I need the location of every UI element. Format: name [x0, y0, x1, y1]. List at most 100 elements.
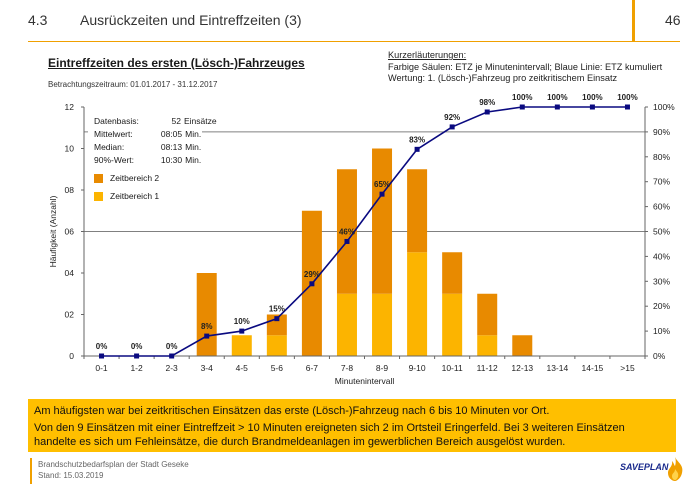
cumulative-point [379, 191, 385, 197]
cumulative-point [169, 353, 175, 359]
cumulative-label: 0% [96, 342, 108, 351]
cumulative-label: 15% [269, 305, 285, 314]
cumulative-label: 10% [234, 317, 250, 326]
y-axis-label: Häufigkeit (Anzahl) [48, 195, 58, 267]
bar-zeitbereich-2 [336, 169, 357, 294]
cumulative-point [519, 104, 525, 110]
bar-zeitbereich-1 [407, 252, 428, 356]
summary-line-2: Von den 9 Einsätzen mit einer Eintreffze… [34, 422, 625, 448]
cumulative-label: 98% [479, 98, 495, 107]
x-tick-label: 14-15 [582, 363, 604, 373]
legend-swatch [94, 192, 103, 201]
cumulative-label: 65% [374, 180, 390, 189]
x-tick-label: 5-6 [271, 363, 284, 373]
notes-line: Farbige Säulen: ETZ je Minutenintervall;… [388, 61, 663, 72]
x-axis-label: Minutenintervall [335, 376, 395, 386]
cumulative-point [239, 328, 245, 334]
info-row-90-wert: 90%-Wert: 10:30 Min. [94, 155, 202, 165]
section-title: Ausrückzeiten und Eintreffzeiten (3) [80, 12, 302, 28]
y2-tick-label: 60% [653, 202, 670, 212]
x-tick-label: 9-10 [409, 363, 426, 373]
summary-box: Am häufigsten war bei zeitkritischen Ein… [28, 399, 676, 452]
x-tick-label: 6-7 [306, 363, 319, 373]
cumulative-point [624, 104, 630, 110]
x-tick-label: 0-1 [95, 363, 108, 373]
x-tick-label: 1-2 [130, 363, 143, 373]
cumulative-label: 83% [409, 135, 425, 144]
legend-swatch [94, 174, 103, 183]
x-tick-label: 7-8 [341, 363, 354, 373]
y-tick-label: 04 [65, 268, 75, 278]
y-tick-label: 12 [65, 102, 75, 112]
bar-zeitbereich-1 [477, 335, 498, 356]
cumulative-point [414, 146, 420, 152]
bar-zeitbereich-2 [407, 169, 428, 253]
chart: 0 02 04 06 08 10 12 0% 10% 20% 30% 40% 50% 60% 70% 80% 9… [48, 93, 675, 386]
cumulative-label: 100% [512, 93, 532, 102]
y-tick-label: 10 [65, 144, 75, 154]
cumulative-point [589, 104, 595, 110]
x-tick-label: 11-12 [477, 363, 498, 373]
cumulative-line [101, 106, 628, 357]
flame-icon [668, 457, 683, 481]
legend-item-zeitbereich-1: Zeitbereich 1 [88, 190, 202, 203]
cumulative-label: 0% [131, 342, 143, 351]
cumulative-label: 100% [582, 93, 602, 102]
bar-zeitbereich-1 [231, 335, 252, 356]
info-box: Datenbasis: 52 Einsätze Mittelwert: 08:05 Mi… [88, 112, 217, 208]
summary-line-1: Am häufigsten war bei zeitkritischen Ein… [34, 405, 550, 417]
cumulative-label: 8% [201, 322, 213, 331]
cumulative-point [344, 238, 350, 244]
cumulative-label: 100% [547, 93, 567, 102]
cumulative-point [99, 353, 105, 359]
y-tick-label: 02 [65, 310, 75, 320]
cumulative-point [484, 109, 490, 115]
y2-tick-label: 40% [653, 251, 670, 261]
cumulative-label: 0% [166, 342, 178, 351]
notes-line: Wertung: 1. (Lösch-)Fahrzeug pro zeitkri… [388, 73, 618, 83]
y-tick-label: 06 [65, 227, 75, 237]
legend-item-zeitbereich-2: Zeitbereich 2 [88, 172, 202, 185]
x-tick-label: 3-4 [201, 363, 214, 373]
x-tick-label: 10-11 [442, 363, 463, 373]
x-tick-label: 12-13 [511, 363, 533, 373]
bar-zeitbereich-1 [266, 335, 287, 356]
period-label: Betrachtungszeitraum: 01.01.2017 - 31.12… [48, 80, 218, 89]
header-underline [28, 41, 680, 42]
cumulative-point [449, 124, 455, 130]
x-tick-label: 2-3 [166, 363, 179, 373]
bar-zeitbereich-2 [477, 293, 498, 336]
y2-tick-label: 80% [653, 152, 670, 162]
bar-zeitbereich-2 [442, 252, 463, 294]
header-divider [632, 0, 635, 42]
bar-zeitbereich-2 [512, 335, 533, 356]
cumulative-point [309, 281, 315, 287]
y2-tick-label: 20% [653, 301, 670, 311]
bar-zeitbereich-1 [336, 293, 357, 356]
cumulative-point [554, 104, 560, 110]
cumulative-label: 100% [617, 93, 637, 102]
info-row-mittelwert: Mittelwert: 08:05 Min. [94, 129, 202, 139]
x-tick-label: >15 [620, 363, 635, 373]
info-row-datenbasis: Datenbasis: 52 Einsätze [94, 116, 217, 126]
footer-date: Stand: 15.03.2019 [38, 471, 104, 480]
y2-tick-label: 50% [653, 227, 670, 237]
y2-tick-label: 0% [653, 351, 666, 361]
y2-tick-label: 100% [653, 102, 675, 112]
y2-tick-label: 70% [653, 177, 670, 187]
y2-tick-label: 30% [653, 276, 670, 286]
cumulative-point [204, 333, 210, 339]
cumulative-point [134, 353, 140, 359]
y-tick-label: 08 [65, 185, 75, 195]
footer-divider [30, 458, 32, 484]
cumulative-point [274, 316, 280, 322]
bar-zeitbereich-2 [196, 273, 217, 356]
notes-heading: Kurzerläuterungen: [388, 50, 467, 60]
x-tick-label: 4-5 [236, 363, 249, 373]
notes: Kurzerläuterungen: Farbige Säulen: ETZ j… [388, 50, 662, 85]
brand-logo: SAVEPLAN [620, 462, 669, 472]
chart-title: Eintreffzeiten des ersten (Lösch-)Fahrze… [48, 56, 305, 70]
x-tick-label: 8-9 [376, 363, 389, 373]
cumulative-label: 46% [339, 227, 355, 236]
y2-tick-label: 90% [653, 127, 670, 137]
